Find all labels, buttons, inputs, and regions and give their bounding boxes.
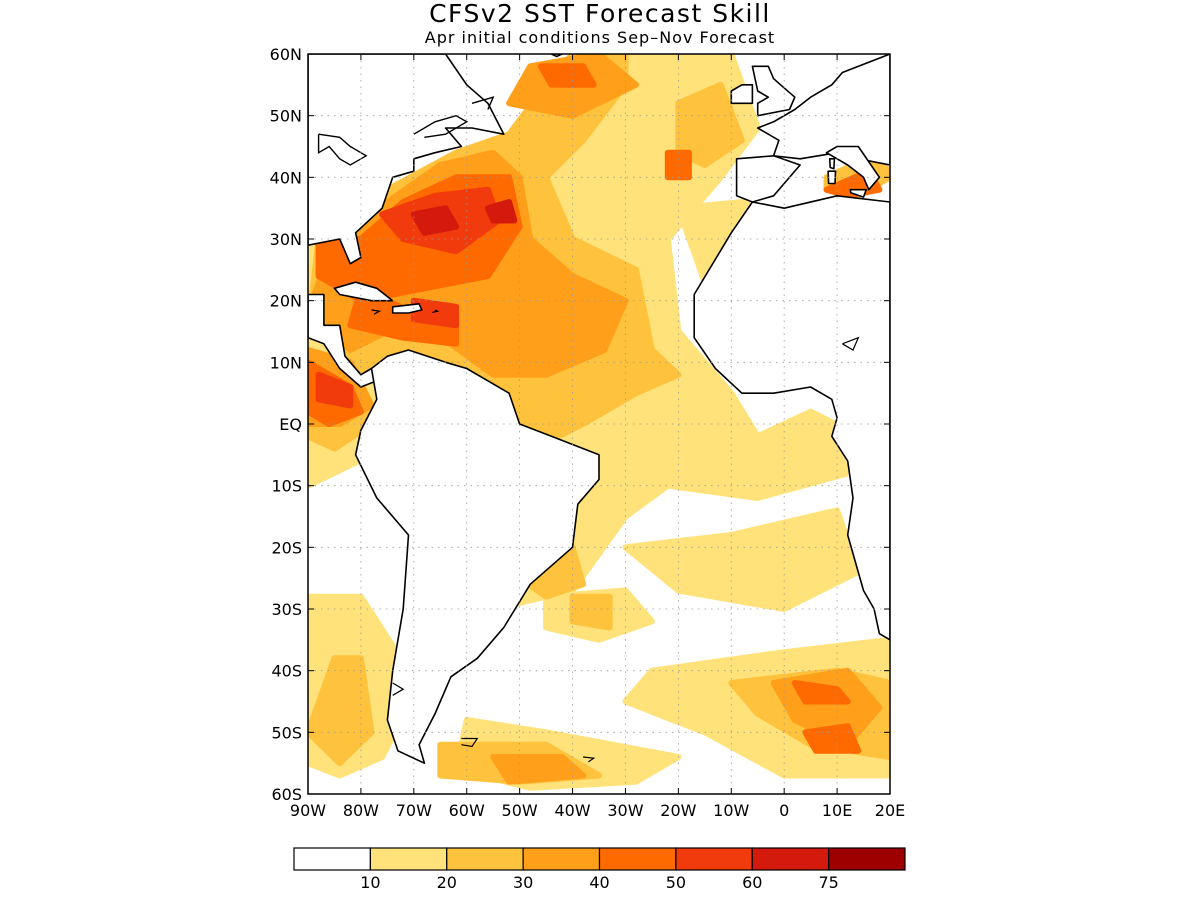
lat-tick-label: 20N (270, 292, 302, 311)
lon-tick-label: 60W (449, 801, 485, 820)
coast-falklands (461, 737, 479, 748)
skill-region-33 (410, 205, 460, 236)
lat-tick-label: EQ (279, 415, 302, 434)
skill-region-27 (791, 680, 851, 705)
colorbar-swatch-4 (598, 847, 677, 871)
colorbar-label-75: 75 (818, 873, 838, 892)
lat-tick-label: 60S (271, 785, 302, 804)
land-masses (308, 54, 890, 765)
lon-tick-label: 20E (875, 801, 905, 820)
longitude-axis: 90W 80W 70W 60W 50W 40W 30W 20W 10W 0 10E 20E (290, 54, 905, 820)
lon-tick-label: 0 (779, 801, 789, 820)
colorbar-label-40: 40 (589, 873, 609, 892)
chart-title: CFSv2 SST Forecast Skill (429, 0, 771, 28)
colorbar-swatch-6 (751, 847, 830, 871)
coast-puerto-rico (432, 309, 440, 313)
colorbar-swatch-2 (446, 847, 524, 871)
skill-region-11 (308, 655, 375, 767)
skill-region-34 (484, 199, 518, 224)
lat-tick-label: 40S (271, 662, 302, 681)
colorbar-swatch-0 (293, 847, 371, 871)
lat-tick-label: 10S (271, 477, 302, 496)
land-iberia (735, 155, 801, 203)
lat-tick-label: 20S (271, 538, 302, 557)
skill-region-31 (410, 297, 460, 329)
land-sardinia (827, 170, 837, 185)
coast-st-lawrence (413, 114, 469, 138)
lon-tick-label: 10E (822, 801, 852, 820)
colorbar-swatch-5 (675, 847, 753, 871)
land-south-america (354, 349, 600, 765)
colorbar-label-50: 50 (666, 873, 686, 892)
land-sicily (849, 188, 868, 198)
coast-lake-chad (842, 336, 860, 351)
skill-region-25 (537, 63, 597, 88)
coast-newfoundland (471, 96, 495, 110)
land-africa (693, 195, 890, 641)
lat-tick-label: 10N (270, 353, 302, 372)
lat-tick-label: 50S (271, 723, 302, 742)
colorbar-label-30: 30 (513, 873, 533, 892)
colorbar-swatch-1 (369, 847, 448, 871)
lon-tick-label: 50W (502, 801, 538, 820)
land-italy (825, 145, 881, 191)
skill-region-29 (802, 723, 862, 754)
colorbar: 10 20 30 40 50 60 75 (293, 847, 906, 892)
colorbar-label-10: 10 (360, 873, 380, 892)
lat-tick-label: 40N (270, 168, 302, 187)
land-hispaniola (391, 302, 423, 314)
land-north-america (308, 54, 505, 265)
colorbar-swatch-3 (522, 847, 601, 871)
lat-tick-label: 50N (270, 107, 302, 126)
latitude-axis: 60N 50N 40N 30N 20N 10N EQ 10S 20S 30S 40S 50S 60S (270, 45, 890, 804)
land-corsica (828, 158, 836, 170)
land-europe (756, 54, 890, 166)
lat-tick-label: 30N (270, 230, 302, 249)
skill-region-21 (490, 754, 587, 785)
lon-tick-label: 30W (607, 801, 643, 820)
coast-jamaica (371, 309, 382, 315)
lon-tick-label: 20W (660, 801, 696, 820)
lat-tick-label: 60N (270, 45, 302, 64)
lon-tick-label: 10W (713, 801, 749, 820)
skill-region-9 (675, 81, 745, 168)
lat-tick-label: 30S (271, 600, 302, 619)
chart-subtitle: Apr initial conditions Sep–Nov Forecast (424, 28, 776, 47)
lon-tick-label: 80W (343, 801, 379, 820)
coast-chiloe (392, 682, 405, 696)
land-britain (751, 65, 796, 117)
colorbar-label-20: 20 (437, 873, 457, 892)
coast-great-lakes (317, 133, 368, 166)
lon-tick-label: 90W (290, 801, 326, 820)
lon-tick-label: 70W (396, 801, 432, 820)
coast-south-georgia (583, 756, 596, 763)
skill-region-4 (622, 507, 862, 612)
colorbar-label-60: 60 (742, 873, 762, 892)
skill-region-32 (315, 371, 354, 409)
lon-tick-label: 40W (554, 801, 590, 820)
colorbar-swatch-7 (828, 847, 906, 871)
skill-region-15 (569, 593, 613, 631)
